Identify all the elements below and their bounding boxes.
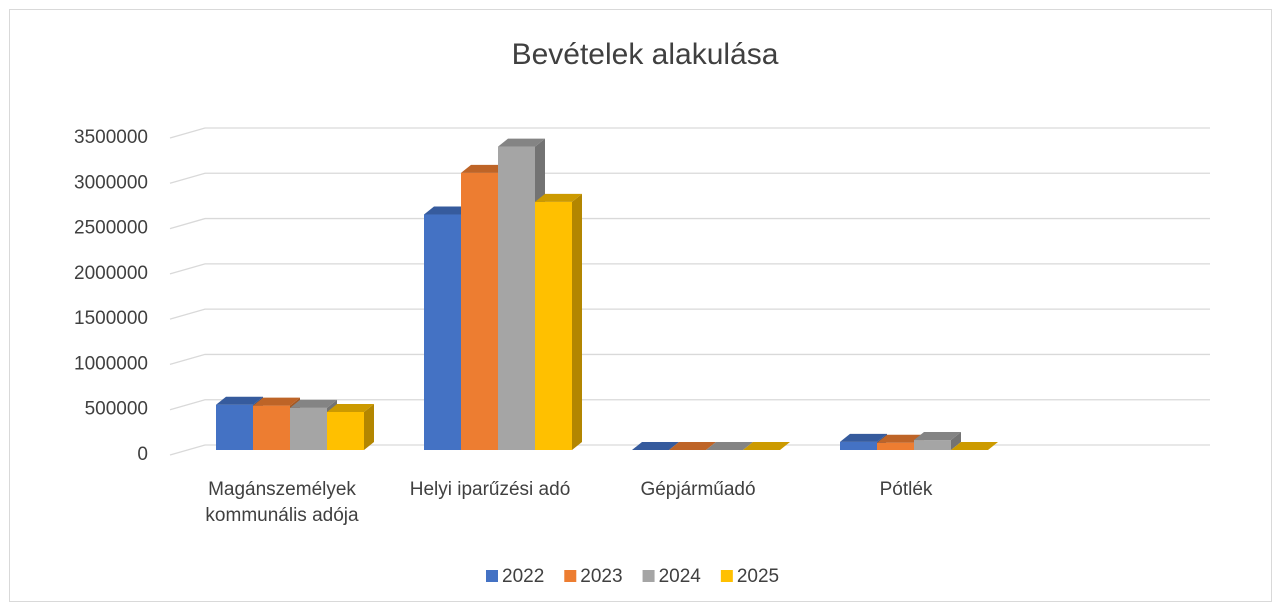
bar-top (535, 193, 582, 202)
bar (253, 405, 290, 450)
y-tick-label: 1500000 (74, 308, 148, 329)
y-tick-label: 3500000 (74, 127, 148, 148)
grid-line (169, 172, 1210, 184)
bar (216, 404, 253, 450)
bar-top (327, 403, 374, 412)
bar-side (951, 432, 961, 450)
grid-line (169, 399, 1210, 411)
y-tick-label: 3000000 (74, 172, 148, 193)
legend-label: 2022 (502, 566, 544, 587)
x-tick-label: Magánszemélyek kommunális adója (205, 479, 359, 526)
legend-swatch (720, 570, 733, 582)
y-tick-label: 0 (137, 444, 148, 465)
bar (327, 411, 364, 450)
legend-label: 2023 (580, 566, 622, 587)
chart-title: Bevételek alakulása (512, 38, 779, 71)
grid-line (169, 353, 1210, 366)
bar-top (743, 442, 790, 450)
chart-border (9, 9, 1272, 602)
bar (461, 172, 498, 450)
legend-swatch (642, 570, 655, 582)
bar (877, 442, 914, 450)
y-tick-label: 500000 (85, 399, 148, 420)
bar-top (424, 206, 471, 215)
legend-swatch (564, 570, 577, 582)
bar (840, 441, 877, 450)
bar-top (669, 442, 716, 450)
bar (914, 440, 951, 450)
bar (498, 146, 535, 451)
bar-top (706, 442, 753, 450)
grid-line (169, 127, 1210, 139)
bar-top (290, 399, 337, 408)
y-tick-label: 2000000 (74, 263, 148, 284)
bar-side (572, 193, 582, 450)
grid-line (169, 217, 1210, 230)
bar-side (364, 403, 374, 450)
x-tick-label: Helyi iparűzési adó (409, 479, 571, 500)
bar (535, 201, 572, 450)
bar-top (840, 433, 887, 442)
legend-swatch (486, 570, 498, 582)
bar-top (253, 397, 300, 406)
y-tick-label: 2500000 (74, 218, 148, 239)
bar (424, 214, 461, 450)
bar-top (877, 434, 924, 443)
bar-top (461, 164, 508, 173)
bar-top (632, 442, 679, 450)
y-tick-label: 1000000 (74, 353, 148, 374)
x-tick-label: Pótlék (879, 479, 933, 500)
bar-top (914, 432, 961, 441)
grid-line (169, 308, 1210, 320)
x-tick-label: Gépjárműadó (640, 479, 756, 500)
bar-top (216, 396, 263, 405)
bar-top (951, 442, 998, 450)
legend-label: 2025 (737, 566, 779, 587)
legend-label: 2024 (659, 566, 702, 587)
grid-line (169, 263, 1210, 275)
bar-top (498, 138, 545, 147)
bar (290, 407, 327, 450)
